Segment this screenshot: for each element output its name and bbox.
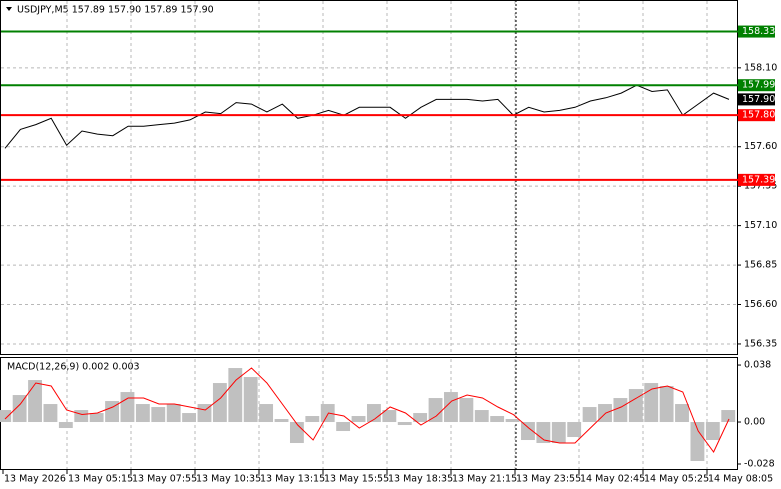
macd-bar [551, 422, 566, 444]
macd-bar [675, 404, 689, 423]
x-tick-label: 13 May 15:55 [324, 474, 389, 485]
x-tick-label: 13 May 07:55 [132, 474, 197, 485]
macd-bar [12, 395, 27, 423]
macd-bar [397, 422, 412, 426]
macd-bar [151, 407, 166, 423]
price-panel-frame [0, 0, 738, 355]
x-tick-label: 14 May 08:05 [708, 474, 773, 485]
macd-bar [105, 401, 119, 423]
macd-bar [628, 389, 643, 423]
level-tag [738, 109, 775, 122]
level-tag [738, 79, 775, 92]
y-tick-label: 156.85 [744, 260, 777, 271]
macd-bar [505, 419, 520, 423]
y-tick-label: 158.10 [744, 62, 777, 73]
x-tick-label: 14 May 05:25 [644, 474, 709, 485]
y-tick-label: 156.60 [744, 299, 777, 310]
macd-bar [413, 413, 428, 423]
macd-bar [598, 404, 612, 423]
macd-bar [582, 407, 597, 423]
level-label: 157.99 [742, 80, 775, 91]
macd-bar [536, 422, 551, 444]
macd-title: MACD(12,26,9) 0.002 0.003 [7, 362, 140, 373]
macd-bar [58, 422, 73, 429]
level-label: 157.80 [742, 110, 775, 121]
y-tick-label: 0.00 [744, 417, 765, 428]
macd-bar [521, 422, 535, 441]
macd-bar [212, 383, 227, 423]
x-tick-label: 13 May 18:35 [388, 474, 453, 485]
macd-bar [659, 386, 674, 423]
macd-bar [490, 416, 505, 423]
macd-bar [0, 410, 12, 423]
y-tick-label: 156.35 [744, 338, 777, 349]
level-label: 157.39 [742, 174, 775, 185]
x-tick-label: 13 May 2026 [4, 474, 66, 485]
macd-bar [166, 404, 181, 423]
macd-bar [305, 416, 320, 423]
macd-bar [721, 410, 736, 423]
menu-arrow [6, 7, 12, 11]
macd-bar [644, 383, 659, 423]
macd-bar [705, 422, 720, 441]
macd-bar [43, 404, 58, 423]
macd-bar [274, 419, 289, 423]
level-label: 158.33 [742, 26, 775, 37]
macd-bar [690, 422, 705, 462]
macd-bar [28, 380, 42, 423]
macd-bar [289, 422, 304, 444]
macd-bar [459, 398, 474, 423]
y-tick-label: 157.60 [744, 141, 777, 152]
macd-bar [613, 398, 628, 423]
y-tick-label: -0.028 [744, 459, 775, 470]
macd-bar [474, 410, 489, 423]
macd-bar [567, 422, 582, 438]
x-tick-label: 13 May 10:35 [196, 474, 261, 485]
macd-bar [428, 398, 443, 423]
signal-line [4, 367, 730, 453]
y-tick-label: 157.10 [744, 220, 777, 231]
price-line [4, 84, 730, 149]
y-tick-label: 0.038 [744, 360, 771, 371]
macd-bar [351, 416, 366, 423]
macd-bar [336, 422, 351, 432]
x-tick-label: 13 May 23:55 [516, 474, 581, 485]
y-tick-label: 157.35 [744, 181, 777, 192]
macd-bar [120, 392, 135, 423]
macd-bar [135, 404, 150, 423]
x-tick-label: 14 May 02:45 [580, 474, 645, 485]
macd-bar [74, 410, 89, 423]
last-price-tag [738, 93, 775, 106]
macd-bar [243, 377, 258, 423]
macd-bar [182, 413, 197, 423]
macd-bar [259, 404, 274, 423]
x-tick-label: 13 May 05:15 [68, 474, 133, 485]
level-tag [738, 25, 775, 38]
macd-bar [228, 368, 243, 423]
macd-bar [320, 404, 335, 423]
level-tag [738, 173, 775, 186]
macd-bar [382, 410, 397, 423]
macd-bar [89, 413, 104, 423]
chart-title: USDJPY,M5 157.89 157.90 157.89 157.90 [17, 5, 214, 16]
x-tick-label: 13 May 21:15 [452, 474, 517, 485]
last-price-label: 157.90 [742, 94, 775, 105]
x-tick-label: 13 May 13:15 [260, 474, 325, 485]
